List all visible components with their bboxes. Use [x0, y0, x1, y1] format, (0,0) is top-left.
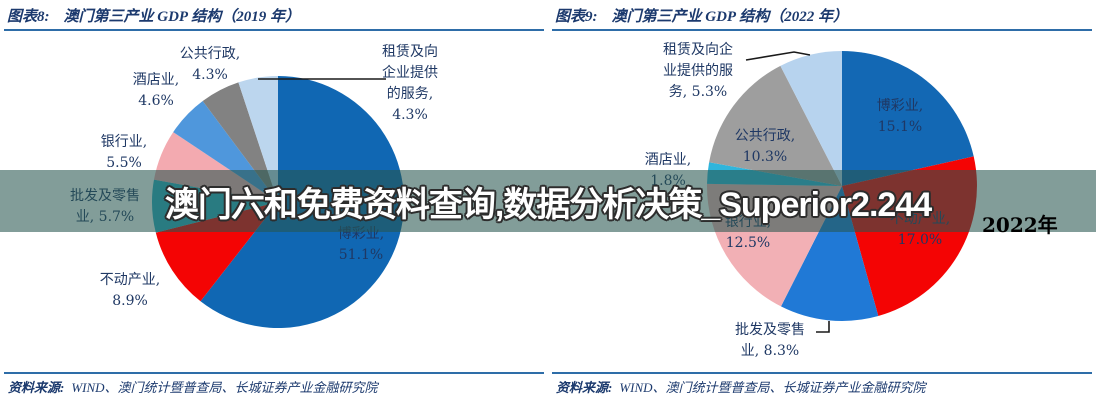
pie-label-line: 4.3%: [192, 67, 228, 83]
pie-slice-label: 银行业, 5.5%: [101, 132, 147, 174]
source-prefix: 资料来源:: [556, 380, 613, 395]
chart-title-text: 澳门第三产业 GDP 结构（2019 年）: [63, 9, 301, 25]
chart-title-text: 澳门第三产业 GDP 结构（2022 年）: [611, 9, 849, 25]
pie-label-line: 银行业,: [100, 134, 148, 150]
pie-label-line: 10.3%: [742, 149, 788, 165]
pie-label-line: 租赁及向企: [663, 42, 733, 58]
pie-label-line: 不动产业,: [99, 272, 161, 288]
pie-label-line: 5.5%: [106, 155, 142, 171]
year-stamp: 2022年: [982, 213, 1058, 237]
pie-label-line: 公共行政,: [179, 46, 241, 62]
pie-label-line: 51.1%: [338, 247, 384, 263]
pie-slice: [781, 186, 879, 321]
pie-slice-label: 租赁及向企业提供的服务, 4.3%: [382, 42, 438, 126]
pie-label-line: 业, 8.3%: [740, 343, 800, 359]
source-line: 资料来源: WIND、澳门统计暨普查局、长城证券产业金融研究院: [556, 377, 926, 396]
label-leader-line: [745, 51, 811, 61]
watermark-text: 澳门六和免费资料查询,数据分析决策_Superior2.244: [164, 185, 932, 224]
pie-label-line: 17.0%: [897, 232, 943, 248]
pie-label-line: 12.5%: [725, 235, 771, 251]
chart-title-prefix: 图表9:: [555, 9, 598, 25]
pie-label-line: 的服务,: [386, 86, 434, 102]
pie-slice: [842, 51, 974, 186]
chart-title: 图表9: 澳门第三产业 GDP 结构（2022 年）: [555, 5, 848, 26]
pie-label-line: 租赁及向: [382, 44, 438, 60]
pie-slice-label: 公共行政, 4.3%: [180, 44, 240, 86]
label-leader-line: [816, 321, 830, 333]
pie-slice-label: 酒店业, 4.6%: [133, 70, 179, 112]
pie-label-line: 批发及零售: [735, 322, 805, 338]
pie-slice-label: 租赁及向企业提供的服务, 5.3%: [663, 40, 733, 103]
pie-label-line: 公共行政,: [734, 128, 796, 144]
pie-label-line: 酒店业,: [132, 72, 180, 88]
source-line: 资料来源: WIND、澳门统计暨普查局、长城证券产业金融研究院: [8, 377, 378, 396]
source-rule: [4, 372, 544, 374]
title-rule: [552, 29, 1092, 31]
source-text: WIND、澳门统计暨普查局、长城证券产业金融研究院: [71, 380, 378, 395]
source-text: WIND、澳门统计暨普查局、长城证券产业金融研究院: [619, 380, 926, 395]
chart-title: 图表8: 澳门第三产业 GDP 结构（2019 年）: [7, 5, 300, 26]
title-rule: [4, 29, 544, 31]
pie-label-line: 业提供的服: [663, 63, 733, 79]
pie-slice-label: 不动产业, 8.9%: [100, 270, 160, 312]
pie-label-line: 酒店业,: [644, 152, 692, 168]
pie-label-line: 15.1%: [877, 119, 923, 135]
chart-panel-2022: 图表9:澳门第三产业 GDP 结构（2022 年） 博彩业,15.1%不动产业,…: [548, 0, 1096, 400]
pie-slice-label: 公共行政, 10.3%: [735, 126, 795, 168]
chart-title-prefix: 图表8:: [7, 9, 50, 25]
pie-slice-label: 批发及零售业, 8.3%: [735, 320, 805, 362]
pie-label-line: 企业提供: [382, 65, 438, 81]
pie-label-line: 务, 5.3%: [668, 84, 728, 100]
pie-slice: [709, 65, 842, 186]
pie-slice-label: 博彩业, 15.1%: [877, 96, 923, 138]
source-rule: [552, 372, 1092, 374]
pie-slice: [780, 51, 842, 186]
source-prefix: 资料来源:: [8, 380, 65, 395]
pie-label-line: 8.9%: [112, 293, 148, 309]
pie-label-line: 4.6%: [138, 93, 174, 109]
watermark-band: [0, 170, 1096, 232]
pie-label-line: 4.3%: [392, 107, 428, 123]
pie-label-line: 博彩业,: [876, 98, 924, 114]
